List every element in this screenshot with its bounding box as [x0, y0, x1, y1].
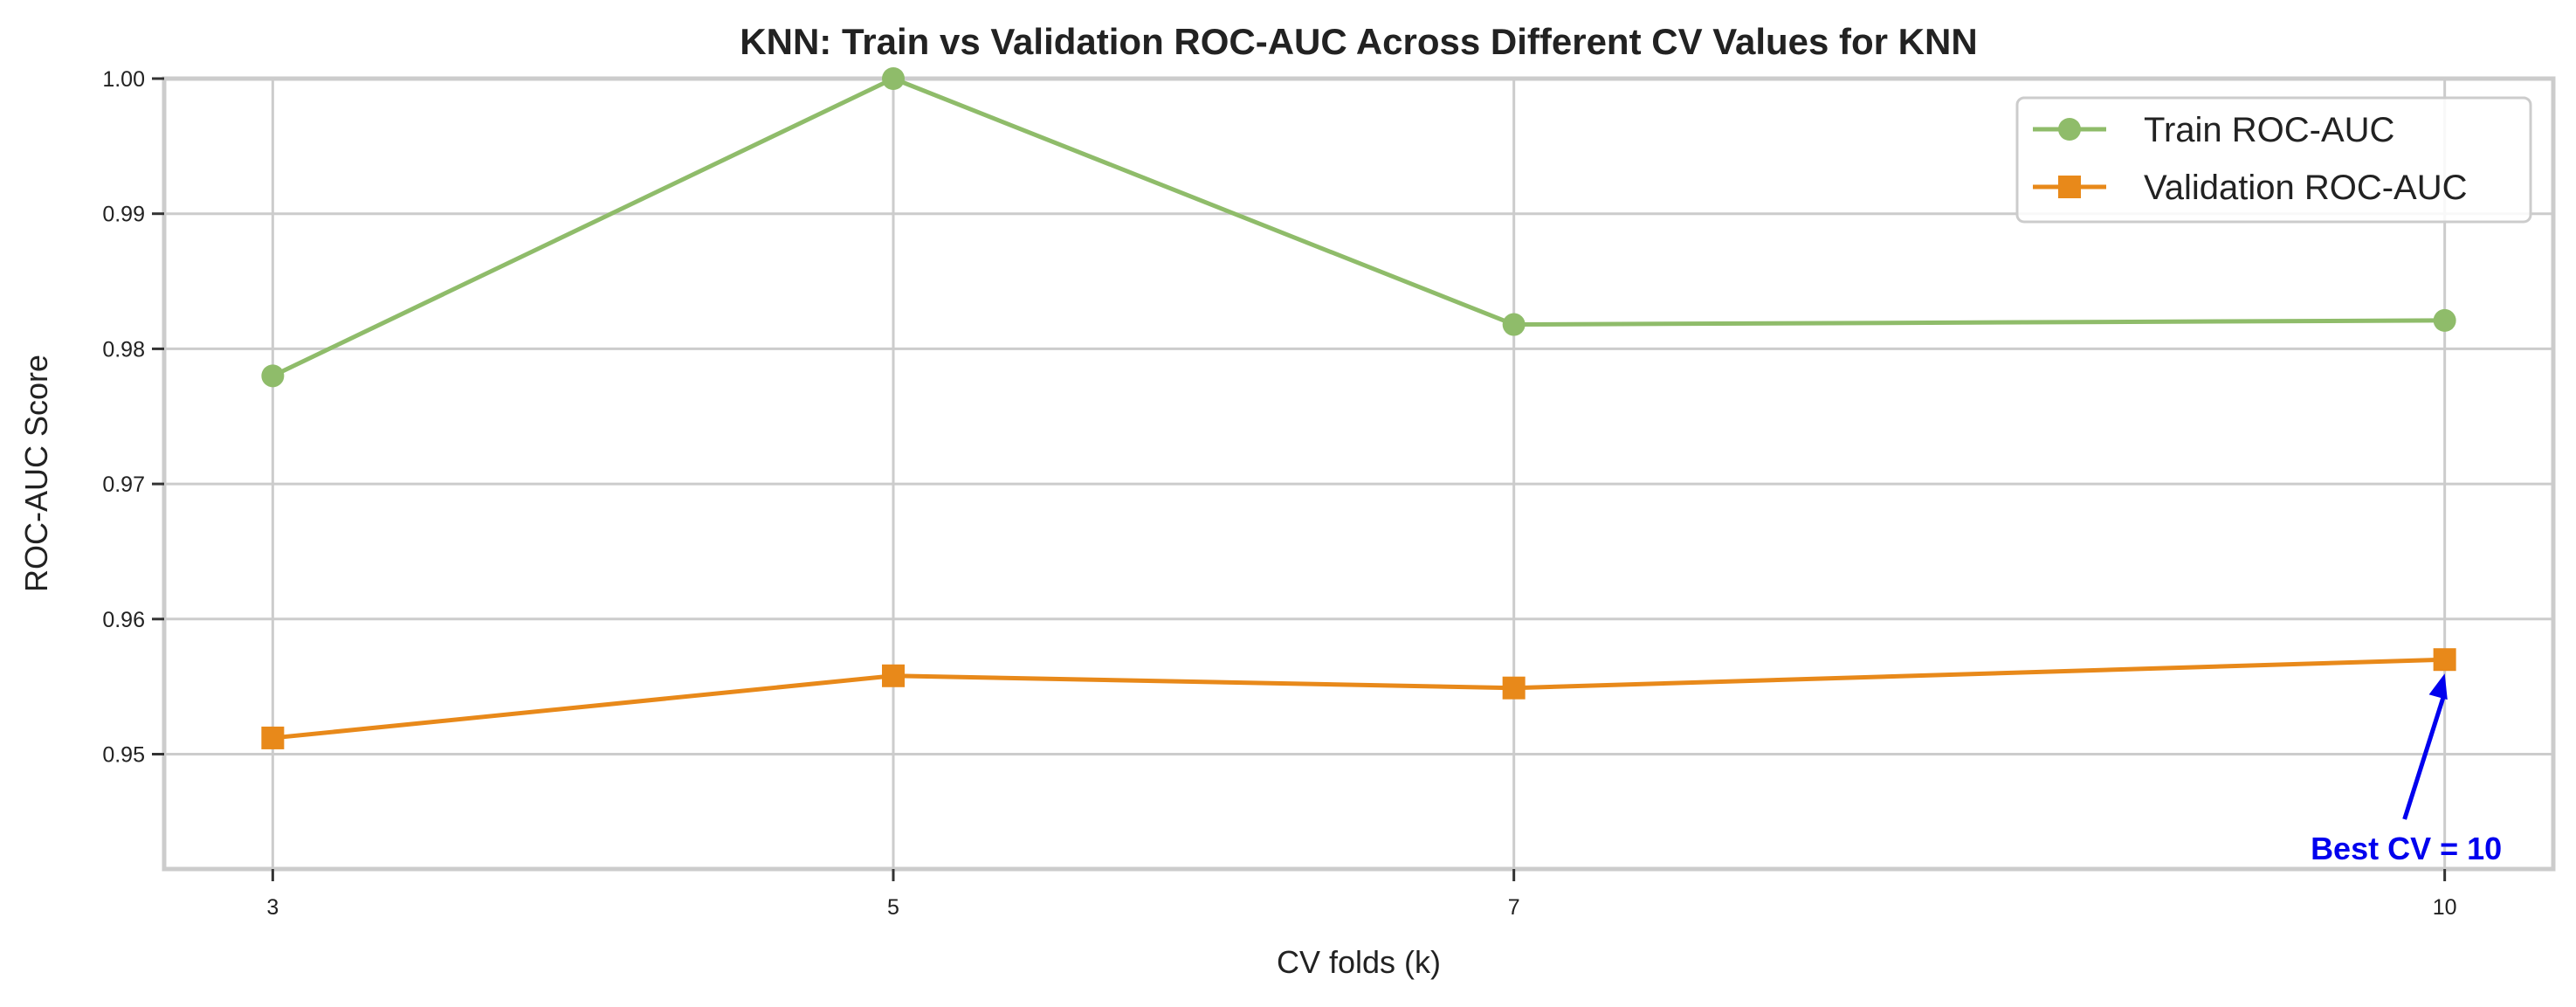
- x-tick-label: 7: [1508, 895, 1520, 920]
- series-lines: [261, 67, 2456, 749]
- annotation: Best CV = 10: [2311, 673, 2502, 866]
- data-point: [261, 726, 285, 749]
- plot-frame: [162, 76, 2556, 872]
- legend-label: Validation ROC-AUC: [2144, 169, 2468, 207]
- y-tick-label: 0.97: [102, 472, 145, 497]
- data-point: [261, 364, 285, 388]
- data-point: [882, 664, 906, 687]
- legend-entries: Train ROC-AUC Validation ROC-AUC: [2033, 111, 2468, 207]
- legend-swatch-marker: [2058, 176, 2081, 198]
- data-point: [2433, 308, 2456, 332]
- data-point: [1502, 676, 1526, 700]
- legend-label: Train ROC-AUC: [2144, 111, 2394, 149]
- best-cv-arrow: [2402, 692, 2448, 820]
- y-tick-label: 1.00: [102, 67, 145, 92]
- x-tick-label: 5: [887, 895, 899, 920]
- x-tick-label: 3: [266, 895, 279, 920]
- y-tick-label: 0.99: [102, 203, 145, 227]
- y-tick-label: 0.96: [102, 608, 145, 632]
- best-cv-annotation: Best CV = 10: [2311, 831, 2502, 866]
- data-point: [2433, 648, 2456, 672]
- chart-title: KNN: Train vs Validation ROC-AUC Across …: [740, 21, 1977, 62]
- axis-ticks: 3 5 7 10 0.95 0.96 0.97 0.98 0.99 1.00: [102, 67, 2456, 920]
- legend-box: [2015, 96, 2532, 224]
- y-tick-label: 0.95: [102, 743, 145, 768]
- y-tick-label: 0.98: [102, 337, 145, 362]
- legend: Train ROC-AUC Validation ROC-AUC: [2015, 96, 2532, 224]
- data-point: [1502, 313, 1526, 336]
- legend-swatch-marker: [2058, 118, 2081, 141]
- y-axis-label: ROC-AUC Score: [18, 355, 54, 592]
- x-axis-label: CV folds (k): [1277, 944, 1441, 980]
- series-line: [272, 657, 2445, 741]
- best-cv-arrowhead: [2428, 673, 2448, 700]
- data-point: [882, 67, 906, 90]
- series-line: [272, 76, 2445, 378]
- x-tick-label: 10: [2433, 895, 2457, 920]
